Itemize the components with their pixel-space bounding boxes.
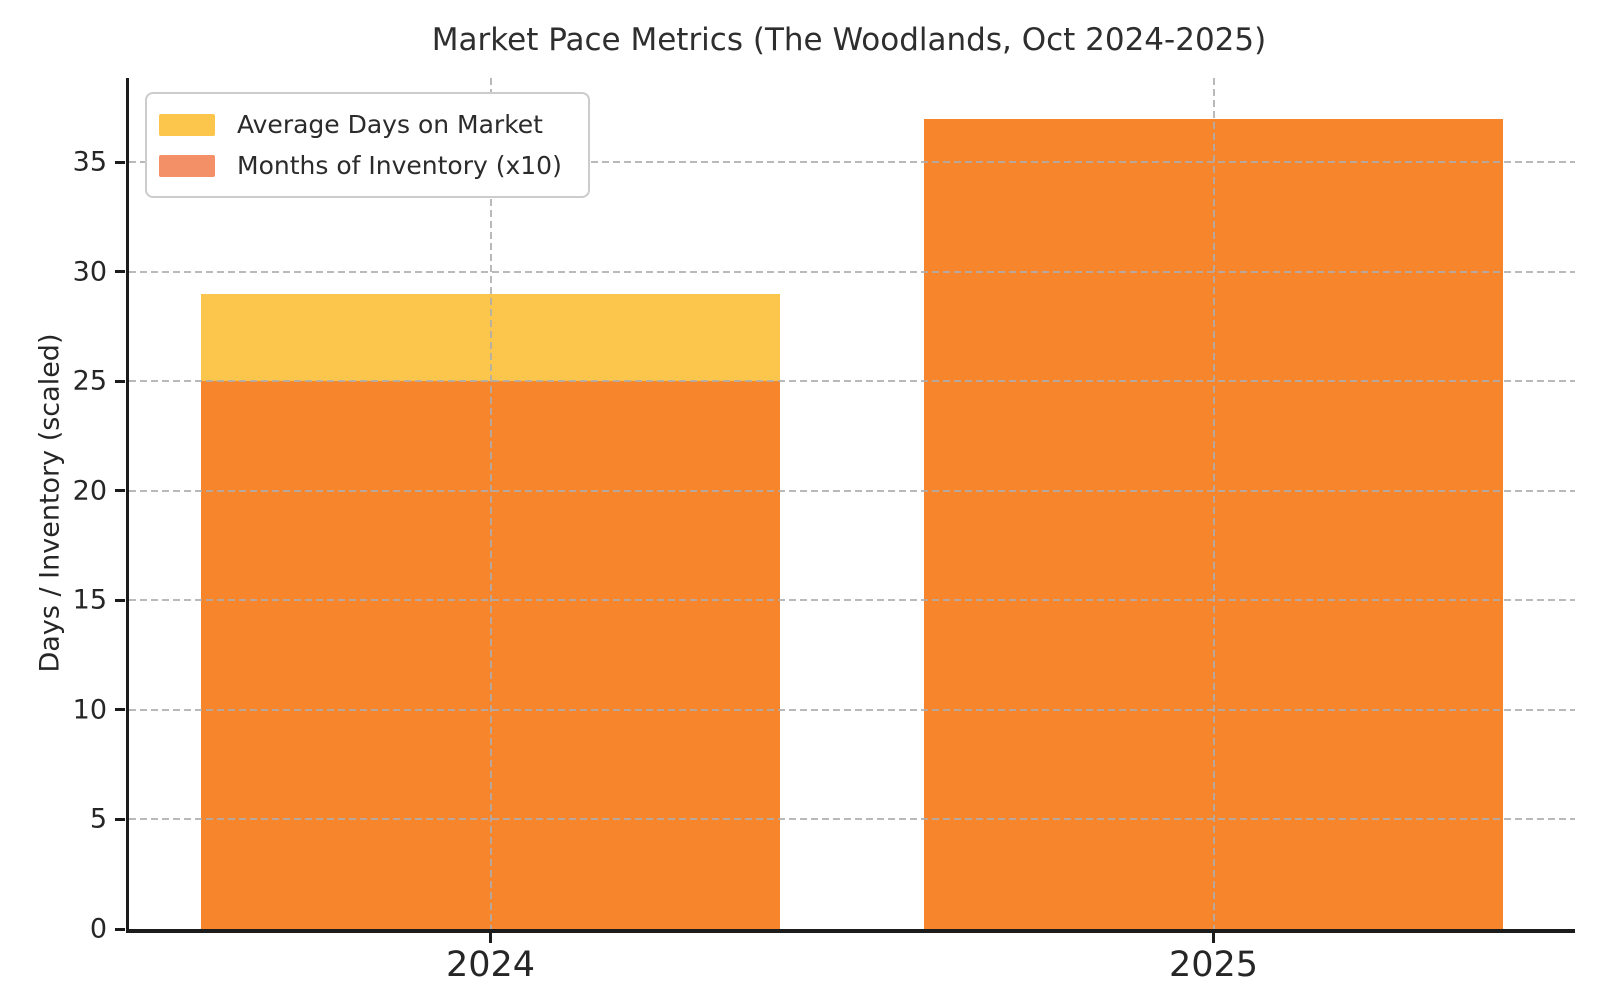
x-tick-label: 2024 (445, 945, 536, 985)
x-tick-mark (1212, 933, 1215, 943)
y-tick-label: 20 (72, 475, 107, 507)
y-tick-label: 30 (72, 256, 107, 288)
y-tick-mark (115, 927, 125, 931)
y-tick-mark (115, 817, 125, 821)
x-tick-label: 2025 (1168, 945, 1259, 985)
y-tick-label: 35 (72, 146, 107, 178)
legend-item-average-days-on-market: Average Days on Market (159, 104, 562, 145)
legend-item-months-of-inventory: Months of Inventory (x10) (159, 145, 562, 186)
legend-label-average-days: Average Days on Market (237, 110, 543, 139)
y-tick-mark (115, 379, 125, 383)
bar-2024-months-of-inventory (201, 381, 780, 929)
bar-2025-months-of-inventory (924, 118, 1503, 929)
y-tick-label: 15 (72, 584, 107, 616)
y-tick-mark (115, 270, 125, 274)
y-tick-mark (115, 160, 125, 164)
x-tick-mark (489, 933, 492, 943)
y-tick-label: 25 (72, 365, 107, 397)
y-tick-mark (115, 489, 125, 493)
legend-swatch-months-inventory-icon (159, 154, 215, 177)
y-tick-label: 5 (89, 803, 107, 835)
plot-area: Average Days on Market Months of Invento… (73, 78, 1575, 985)
legend-label-months-inventory: Months of Inventory (x10) (237, 151, 562, 180)
chart-title: Market Pace Metrics (The Woodlands, Oct … (431, 22, 1267, 58)
y-axis-label: Days / Inventory (scaled) (34, 333, 66, 673)
legend: Average Days on Market Months of Invento… (145, 92, 590, 198)
y-tick-label: 0 (89, 913, 107, 945)
legend-swatch-average-days-icon (159, 113, 215, 136)
y-tick-mark (115, 708, 125, 712)
y-tick-label: 10 (72, 694, 107, 726)
y-tick-mark (115, 598, 125, 602)
